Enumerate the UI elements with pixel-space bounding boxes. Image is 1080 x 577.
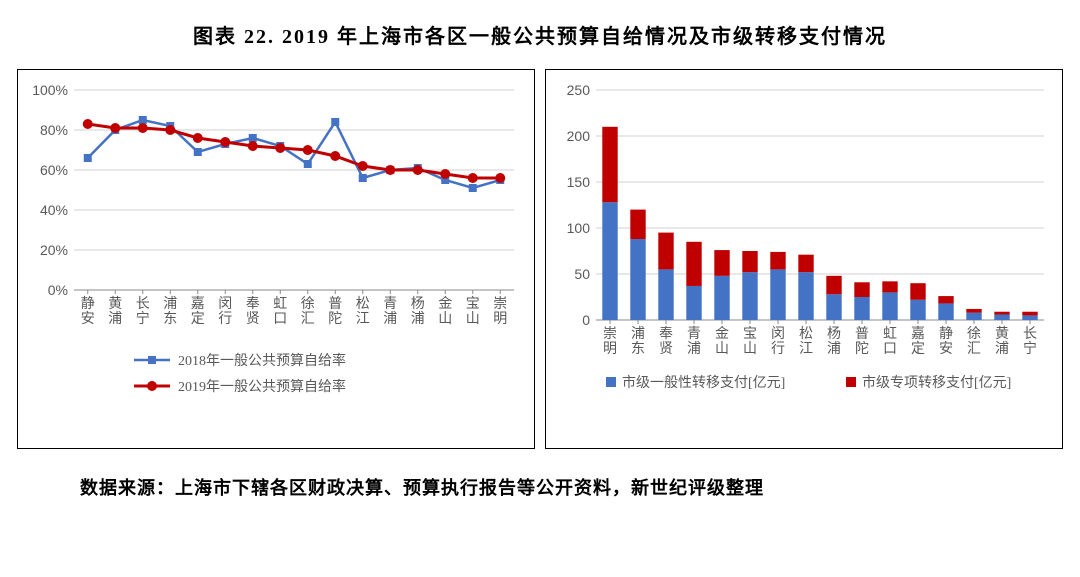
- svg-text:150: 150: [567, 174, 591, 190]
- svg-text:宁: 宁: [136, 310, 150, 327]
- svg-text:山: 山: [715, 341, 729, 357]
- svg-text:嘉: 嘉: [911, 326, 925, 342]
- svg-text:浦: 浦: [827, 341, 841, 357]
- svg-text:松: 松: [356, 296, 370, 312]
- svg-text:0%: 0%: [48, 282, 68, 298]
- svg-text:浦: 浦: [411, 311, 425, 327]
- svg-text:松: 松: [799, 326, 813, 342]
- svg-text:山: 山: [438, 311, 452, 327]
- line-chart-svg: 0%20%40%60%80%100%静安黄浦长宁浦东嘉定闵行奉贤虹口徐汇普陀松江…: [26, 80, 526, 440]
- svg-text:山: 山: [466, 311, 480, 327]
- svg-text:浦: 浦: [631, 326, 645, 342]
- svg-text:宝: 宝: [743, 326, 757, 342]
- svg-text:静: 静: [939, 326, 953, 342]
- svg-text:市级专项转移支付[亿元]: 市级专项转移支付[亿元]: [862, 374, 1011, 391]
- charts-container: 0%20%40%60%80%100%静安黄浦长宁浦东嘉定闵行奉贤虹口徐汇普陀松江…: [20, 69, 1060, 449]
- svg-text:明: 明: [603, 342, 617, 357]
- svg-text:明: 明: [493, 312, 507, 327]
- svg-text:徐: 徐: [967, 326, 981, 342]
- svg-text:金: 金: [715, 326, 729, 342]
- svg-text:安: 安: [81, 311, 95, 327]
- svg-text:宝: 宝: [466, 296, 480, 312]
- chart-title: 图表 22. 2019 年上海市各区一般公共预算自给情况及市级转移支付情况: [20, 20, 1060, 49]
- svg-text:黄: 黄: [995, 325, 1009, 342]
- svg-text:崇: 崇: [493, 296, 507, 312]
- left-chart-panel: 0%20%40%60%80%100%静安黄浦长宁浦东嘉定闵行奉贤虹口徐汇普陀松江…: [17, 69, 535, 449]
- svg-text:崇: 崇: [603, 326, 617, 342]
- svg-text:行: 行: [771, 341, 785, 357]
- svg-text:定: 定: [191, 311, 205, 327]
- svg-text:虹: 虹: [883, 326, 897, 342]
- svg-text:静: 静: [81, 296, 95, 312]
- svg-text:嘉: 嘉: [191, 296, 205, 312]
- svg-text:虹: 虹: [273, 296, 287, 312]
- svg-text:杨: 杨: [827, 326, 841, 342]
- svg-text:浦: 浦: [995, 341, 1009, 357]
- svg-text:长: 长: [1023, 326, 1037, 342]
- svg-text:奉: 奉: [246, 296, 260, 312]
- svg-text:江: 江: [799, 341, 813, 357]
- svg-text:陀: 陀: [328, 311, 342, 327]
- right-chart-panel: 050100150200250崇明浦东奉贤青浦金山宝山闵行松江杨浦普陀虹口嘉定静…: [545, 69, 1063, 449]
- svg-text:250: 250: [567, 82, 591, 98]
- svg-text:东: 东: [631, 341, 645, 357]
- svg-text:浦: 浦: [163, 296, 177, 312]
- svg-text:定: 定: [911, 341, 925, 357]
- svg-text:60%: 60%: [40, 162, 68, 178]
- svg-text:市级一般性转移支付[亿元]: 市级一般性转移支付[亿元]: [622, 374, 785, 391]
- svg-text:口: 口: [273, 312, 287, 327]
- svg-text:50: 50: [574, 266, 590, 282]
- svg-text:200: 200: [567, 128, 591, 144]
- svg-text:贤: 贤: [246, 311, 260, 327]
- svg-text:普: 普: [328, 296, 342, 312]
- svg-text:口: 口: [883, 342, 897, 357]
- svg-text:长: 长: [136, 296, 150, 312]
- svg-text:0: 0: [582, 312, 590, 328]
- svg-text:20%: 20%: [40, 242, 68, 258]
- svg-text:浦: 浦: [687, 341, 701, 357]
- svg-text:奉: 奉: [659, 326, 673, 342]
- bar-chart-svg: 050100150200250崇明浦东奉贤青浦金山宝山闵行松江杨浦普陀虹口嘉定静…: [554, 80, 1054, 440]
- svg-text:安: 安: [939, 341, 953, 357]
- svg-text:金: 金: [438, 296, 452, 312]
- svg-text:东: 东: [163, 311, 177, 327]
- svg-text:2019年一般公共预算自给率: 2019年一般公共预算自给率: [178, 378, 346, 395]
- svg-text:青: 青: [383, 296, 397, 312]
- svg-text:行: 行: [218, 311, 232, 327]
- svg-text:宁: 宁: [1023, 340, 1037, 357]
- svg-text:2018年一般公共预算自给率: 2018年一般公共预算自给率: [178, 352, 346, 369]
- svg-text:浦: 浦: [383, 311, 397, 327]
- svg-text:黄: 黄: [108, 295, 122, 312]
- svg-text:闵: 闵: [218, 296, 232, 312]
- svg-text:青: 青: [687, 326, 701, 342]
- svg-text:汇: 汇: [301, 311, 315, 327]
- svg-text:闵: 闵: [771, 326, 785, 342]
- svg-text:100: 100: [567, 220, 591, 236]
- svg-text:江: 江: [356, 311, 370, 327]
- svg-text:徐: 徐: [301, 296, 315, 312]
- svg-text:山: 山: [743, 341, 757, 357]
- svg-text:陀: 陀: [855, 341, 869, 357]
- svg-text:40%: 40%: [40, 202, 68, 218]
- svg-text:汇: 汇: [967, 341, 981, 357]
- svg-text:100%: 100%: [32, 82, 68, 98]
- data-source: 数据来源：上海市下辖各区财政决算、预算执行报告等公开资料，新世纪评级整理: [20, 474, 1060, 500]
- svg-text:普: 普: [855, 326, 869, 342]
- svg-text:80%: 80%: [40, 122, 68, 138]
- svg-text:浦: 浦: [108, 311, 122, 327]
- svg-text:杨: 杨: [411, 296, 425, 312]
- svg-text:贤: 贤: [659, 341, 673, 357]
